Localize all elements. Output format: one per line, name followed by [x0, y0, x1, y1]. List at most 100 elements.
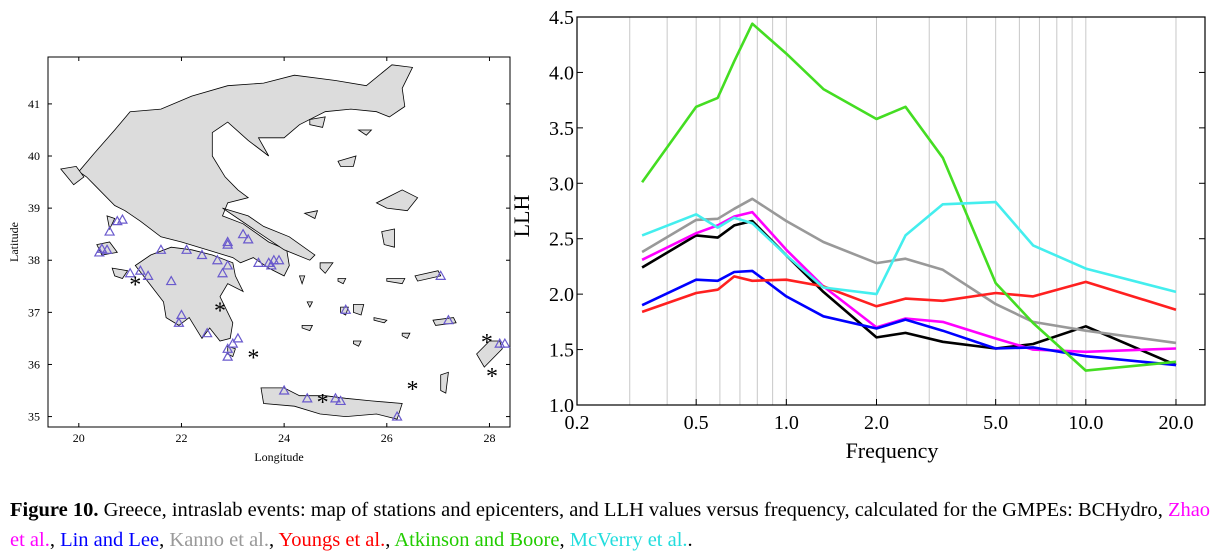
station-triangle [165, 275, 177, 286]
series-line-atkinson-and-boore [641, 22, 1177, 372]
station-triangle [329, 392, 341, 403]
tinos [337, 278, 347, 285]
caption-model-name: Youngs et al. [278, 529, 386, 551]
chart-x-tick-label: 0.5 [684, 412, 709, 434]
chart-x-tick-label: 1.0 [774, 412, 799, 434]
euboea [222, 207, 316, 261]
chart-y-tick-label: 3.5 [549, 118, 574, 140]
station-triangle [252, 257, 264, 267]
lesbos [375, 189, 419, 212]
caption-model-name: Lin and Lee [60, 529, 160, 551]
epicenter-asterisk: * [406, 377, 418, 403]
caption-separator: , [269, 529, 279, 551]
station-triangle [142, 270, 154, 280]
station-triangle [227, 337, 239, 348]
epicenter-asterisk: * [317, 390, 329, 416]
station-markers [93, 213, 511, 421]
greece-map: 20 22 24 26 28 35 36 37 38 39 40 41 * * * * * * * Longitu… [7, 56, 511, 464]
map-y-tick-label: 40 [28, 149, 40, 163]
caption-separator: , [559, 529, 570, 551]
map-frame [47, 56, 511, 428]
astypalaia [401, 332, 411, 339]
skyros [303, 210, 319, 220]
series-line-lin-and-lee [641, 269, 1177, 367]
chart-y-tick-label: 1.5 [549, 340, 574, 362]
chart-y-tick-label: 4.5 [549, 7, 574, 29]
caption-models: BCHydro, Zhao et al., Lin and Lee, Kanno… [10, 499, 1210, 551]
epicenter-markers: * * * * * * * [129, 273, 498, 416]
kea [298, 275, 306, 285]
chart-grid [629, 17, 1177, 405]
lefkada [106, 215, 116, 231]
station-triangle [104, 225, 116, 236]
map-y-tick-label: 39 [28, 201, 40, 215]
map-x-tick-label: 26 [381, 431, 393, 445]
series-line-kanno-et-al [641, 197, 1177, 345]
station-triangle [134, 264, 146, 275]
caption-model-name: Kanno et al. [169, 529, 270, 551]
caption-model-name: BCHydro [1077, 499, 1158, 521]
station-triangle [273, 254, 285, 265]
ikaria [386, 278, 406, 285]
station-triangle [222, 238, 234, 249]
station-triangle [222, 236, 234, 247]
caption-text: Greece, intraslab events: map of station… [98, 499, 1078, 521]
map-x-tick-label: 22 [175, 431, 187, 445]
station-triangle [278, 384, 290, 395]
caption-separator: , [49, 529, 61, 551]
karpathos [440, 371, 449, 394]
llh-chart-panel: 0.2 0.5 1.0 2.0 5.0 10.0 20.0 1.0 1.5 2.0 2.5 3.0 3.… [505, 0, 1225, 480]
map-y-axis-title: Latitude [7, 222, 21, 262]
mainland [78, 64, 414, 277]
map-y-tick-label: 38 [28, 253, 40, 267]
station-triangle [211, 254, 223, 265]
thasos [309, 116, 326, 128]
station-triangle [232, 332, 244, 343]
milos [301, 324, 314, 332]
caption-model-name: Atkinson and Boore [394, 529, 560, 551]
epicenter-asterisk: * [481, 330, 493, 356]
caption-model-name: Zhao et al. [10, 499, 1211, 551]
chart-y-tick-label: 2.5 [549, 229, 574, 251]
limnos [337, 155, 357, 167]
station-triangle [116, 213, 128, 224]
epicenter-asterisk: * [247, 346, 259, 372]
naxos [352, 304, 365, 316]
station-triangle [101, 244, 113, 254]
station-triangle [124, 267, 136, 278]
chart-y-tick-label: 4.0 [549, 62, 574, 84]
figure-caption: Figure 10. Greece, intraslab events: map… [10, 495, 1215, 555]
chart-x-tick-label: 2.0 [864, 412, 889, 434]
station-triangle [175, 309, 187, 320]
station-triangle [265, 259, 277, 270]
chart-y-tick-label: 3.0 [549, 173, 574, 195]
station-triangle [499, 337, 511, 348]
amorgos [373, 317, 388, 324]
caption-separator: , [159, 529, 170, 551]
santorini [352, 340, 362, 347]
chart-series [641, 22, 1177, 372]
caption-separator: , [385, 529, 395, 551]
corfu [60, 165, 85, 186]
zakynthos [111, 267, 129, 279]
peloponnese [134, 246, 244, 342]
station-triangle [391, 410, 403, 421]
chart-y-axis-title: LLH [509, 195, 534, 238]
chart-y-tick-label: 2.0 [549, 284, 574, 306]
station-triangle [201, 327, 213, 338]
station-triangle [222, 259, 234, 270]
caption-separator: . [687, 529, 693, 551]
chart-ticks: 0.2 0.5 1.0 2.0 5.0 10.0 20.0 1.0 1.5 2.0 2.5 3.0 3.… [549, 7, 1205, 434]
epicenter-asterisk: * [214, 299, 226, 325]
chart-x-tick-label: 20.0 [1158, 412, 1193, 434]
samothraki [357, 129, 373, 136]
chart-frame [576, 16, 1206, 406]
llh-chart: 0.2 0.5 1.0 2.0 5.0 10.0 20.0 1.0 1.5 2.0 2.5 3.0 3.… [509, 7, 1206, 463]
series-line-mcverry-et-al [641, 200, 1177, 296]
series-line-bchydro [641, 219, 1177, 367]
map-y-tick-label: 35 [28, 410, 40, 424]
map-y-tick-label: 36 [28, 357, 40, 371]
andros [319, 262, 334, 274]
chart-y-tick-label: 1.0 [549, 395, 574, 417]
station-triangle [442, 314, 454, 325]
